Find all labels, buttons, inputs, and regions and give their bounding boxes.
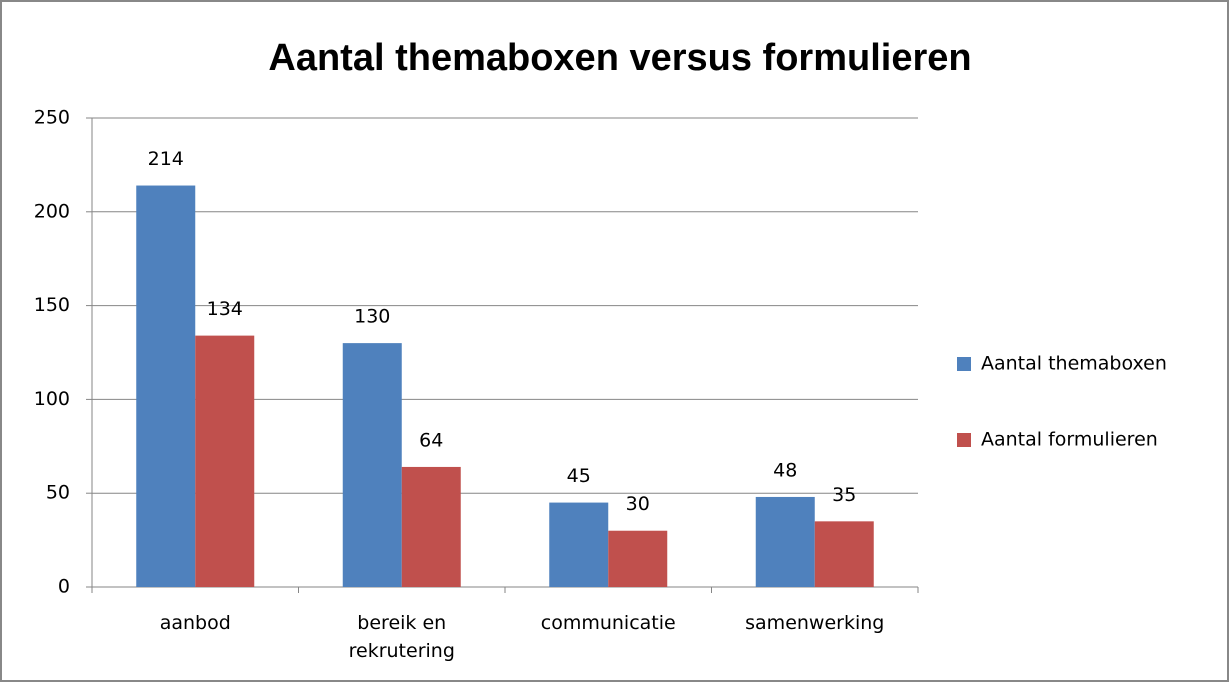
bar — [814, 521, 874, 587]
x-tick-label: bereik en rekrutering — [348, 612, 455, 662]
bar — [401, 466, 461, 587]
legend-swatch — [957, 357, 971, 371]
bar — [755, 496, 815, 587]
y-tick-label: 200 — [34, 200, 70, 222]
x-tick-label: communicatie — [540, 612, 676, 634]
y-tick-label: 0 — [58, 576, 70, 598]
data-label: 45 — [567, 465, 591, 487]
legend-label: Aantal themaboxen — [981, 353, 1167, 375]
y-tick-label: 150 — [34, 294, 70, 316]
data-label: 48 — [773, 459, 797, 481]
data-label: 214 — [148, 148, 184, 170]
data-label: 64 — [419, 429, 443, 451]
y-tick-label: 250 — [34, 107, 70, 129]
bar — [195, 335, 255, 587]
y-tick-label: 100 — [34, 388, 70, 410]
legend-swatch — [957, 433, 971, 447]
data-label: 130 — [354, 306, 390, 328]
chart-title: Aantal themaboxen versus formulieren — [268, 37, 971, 79]
bar — [136, 185, 196, 587]
y-tick-label: 50 — [46, 482, 70, 504]
data-label: 134 — [207, 298, 243, 320]
bar — [342, 343, 402, 587]
bar — [549, 502, 609, 587]
data-label: 35 — [832, 484, 856, 506]
legend-label: Aantal formulieren — [981, 429, 1158, 451]
x-tick-label: samenwerking — [745, 612, 885, 634]
bar — [608, 530, 668, 587]
x-tick-label: aanbod — [159, 612, 231, 634]
data-label: 30 — [626, 493, 650, 515]
